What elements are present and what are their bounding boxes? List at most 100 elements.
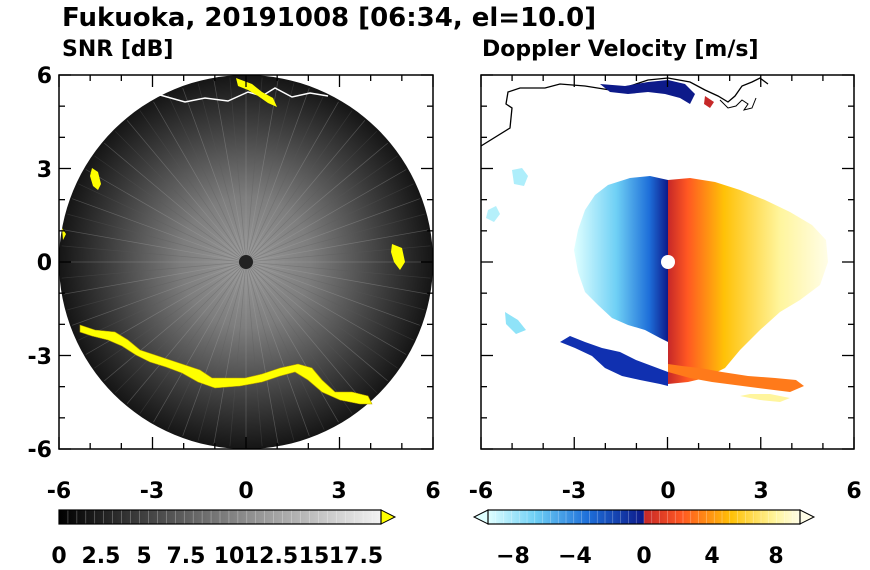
snr-y-tick-label: -6 (28, 438, 52, 463)
snr-ray (197, 83, 247, 263)
snr-colorbar-tick-label: 12.5 (244, 544, 298, 569)
snr-ray (114, 261, 247, 394)
doppler-x-tick-label: 0 (660, 479, 675, 504)
snr-ray (245, 261, 398, 369)
snr-ray (167, 94, 247, 263)
snr-ray (94, 261, 247, 369)
doppler-south-band-receding (668, 364, 804, 392)
snr-ray (72, 198, 247, 263)
figure-title: Fukuoka, 20191008 [06:34, el=10.0] (62, 3, 596, 33)
snr-ray (245, 261, 420, 326)
snr-ray-texture (61, 77, 431, 447)
snr-colorbar-extend-arrow (380, 509, 397, 525)
snr-plot-area (59, 75, 433, 449)
snr-x-tick-label: 6 (425, 479, 440, 504)
snr-ray (245, 79, 279, 263)
snr-colorbar-frame (58, 509, 382, 525)
snr-ray (197, 261, 247, 441)
snr-ray (94, 155, 247, 263)
snr-ray (126, 120, 247, 263)
snr-ray (213, 79, 247, 263)
snr-ray (245, 261, 407, 355)
snr-ray (245, 130, 378, 263)
snr-tick-marks (58, 74, 434, 450)
doppler-colorbar-extend-max-arrow (799, 509, 816, 525)
doppler-colorbar-tick-label: −8 (496, 544, 530, 569)
snr-colorbar-tick-label: 5 (136, 544, 151, 569)
snr-ray (213, 261, 247, 445)
snr-ray (61, 261, 247, 279)
snr-ray (245, 261, 295, 441)
snr-colorbar-tick-label: 10 (214, 544, 245, 569)
snr-ray (245, 101, 339, 263)
snr-ray (61, 245, 247, 263)
snr-ray (229, 261, 247, 447)
snr-ray (67, 213, 247, 263)
doppler-north-echo (600, 80, 695, 104)
snr-colorbar-tick-label: 0 (51, 544, 66, 569)
snr-ray (245, 169, 407, 263)
doppler-colorbar-tick-label: −4 (558, 544, 592, 569)
snr-ray (153, 101, 247, 263)
snr-ray (245, 261, 279, 445)
doppler-colorbar: −8 −4 0 4 8 (472, 509, 816, 569)
doppler-west-echo (486, 206, 500, 222)
snr-colorbar-tick-label: 17.5 (329, 544, 383, 569)
snr-ray (245, 261, 310, 436)
snr-y-tick-label: 6 (37, 64, 52, 89)
snr-ray (245, 183, 414, 263)
snr-x-tick-label: 3 (331, 479, 346, 504)
snr-ray (245, 229, 429, 263)
snr-ray (245, 155, 398, 263)
snr-y-tick-label: 0 (37, 251, 52, 276)
snr-x-tick-label: -6 (47, 479, 71, 504)
snr-ray (245, 261, 378, 394)
snr-ray (153, 261, 247, 423)
snr-ray (245, 261, 425, 311)
snr-ray (245, 94, 325, 263)
snr-ray (245, 261, 339, 423)
doppler-coastline-islands (719, 97, 757, 111)
snr-y-tick-label: 3 (37, 158, 52, 183)
snr-high-patch-east (391, 244, 405, 270)
snr-ray (245, 110, 353, 263)
snr-ray (245, 261, 388, 382)
snr-ray (245, 213, 425, 263)
doppler-radar-center (661, 255, 675, 269)
snr-ray (245, 261, 263, 447)
snr-ray (182, 261, 247, 436)
snr-ray (63, 261, 247, 295)
snr-ray (245, 142, 388, 263)
snr-ray (114, 130, 247, 263)
snr-ray (139, 110, 247, 263)
doppler-west-echo (512, 168, 528, 186)
snr-panel-title: SNR [dB] (62, 37, 173, 62)
snr-ray (245, 261, 366, 404)
snr-ray (78, 261, 247, 341)
snr-ray (245, 120, 366, 263)
snr-ray (245, 261, 414, 341)
snr-ray (245, 88, 310, 263)
snr-high-band-south (79, 324, 373, 405)
snr-ray (72, 261, 247, 326)
doppler-colorbar-frame (487, 509, 801, 525)
doppler-colorbar-extend-min-arrow (472, 509, 489, 525)
snr-ray (104, 142, 247, 263)
doppler-south-patch (740, 394, 790, 402)
doppler-coastline (481, 77, 769, 147)
doppler-south-band-approaching (560, 336, 668, 386)
doppler-colorbar-tick-label: 4 (704, 544, 719, 569)
doppler-colorbar-tick-label: 0 (636, 544, 651, 569)
doppler-tick-marks (480, 74, 855, 450)
doppler-approaching-region (574, 176, 668, 342)
snr-colorbar-segments (67, 510, 373, 524)
snr-ray (67, 261, 247, 311)
snr-colorbar: 0 2.5 5 7.5 10 12.5 15 17.5 (51, 509, 397, 569)
doppler-receding-region (668, 178, 828, 384)
snr-radar-center (239, 255, 253, 269)
snr-ray (245, 261, 431, 279)
snr-ray (182, 88, 247, 263)
snr-x-tick-label: 0 (238, 479, 253, 504)
snr-ray (229, 77, 247, 263)
